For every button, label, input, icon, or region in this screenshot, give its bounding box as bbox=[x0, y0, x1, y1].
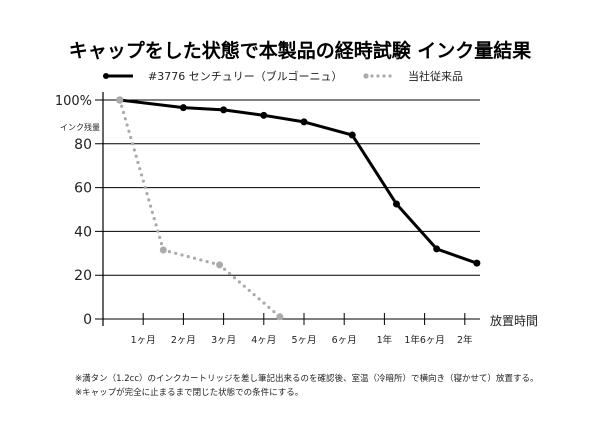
x-tick-label: 5ヶ月 bbox=[291, 335, 316, 346]
note-1: ※満タン（1.2cc）のインクカートリッジを差し筆記出来るのを確認後、室温（冷暗… bbox=[75, 374, 539, 384]
y-tick-label: 80 bbox=[74, 137, 92, 153]
legend-marker-conventional bbox=[376, 74, 380, 78]
data-point-conventional bbox=[216, 261, 224, 269]
x-tick-label: 3ヶ月 bbox=[211, 335, 236, 346]
x-tick-label: 1年 bbox=[377, 334, 393, 346]
data-point-century bbox=[260, 111, 268, 119]
data-point-century bbox=[220, 106, 228, 114]
data-point-century bbox=[179, 104, 187, 112]
data-point-conventional bbox=[276, 313, 284, 321]
note-2: ※キャップが完全に止まるまで閉じた状態での条件にする。 bbox=[75, 388, 304, 398]
legend-marker-century bbox=[103, 73, 109, 79]
data-point-century bbox=[433, 245, 441, 253]
legend-label-century: #3776 センチュリー（ブルゴーニュ） bbox=[148, 70, 343, 83]
y-tick-label: 0 bbox=[83, 312, 92, 328]
series-line-century bbox=[119, 98, 478, 265]
data-point-century bbox=[348, 131, 356, 139]
legend-marker-conventional bbox=[363, 73, 369, 79]
data-point-century bbox=[392, 200, 400, 208]
legend-marker-conventional bbox=[388, 74, 392, 78]
x-tick-label: 2ヶ月 bbox=[171, 335, 196, 346]
data-point-century bbox=[300, 118, 308, 126]
data-point-conventional bbox=[116, 96, 124, 104]
legend-marker-conventional bbox=[382, 74, 386, 78]
x-tick-label: 2年 bbox=[457, 334, 473, 346]
y-tick-label: 100% bbox=[55, 94, 92, 109]
chart-title: キャップをした状態で本製品の経時試験 インク量結果 bbox=[68, 40, 532, 62]
legend-marker-conventional bbox=[370, 74, 374, 78]
series-line-conventional bbox=[118, 98, 282, 319]
y-tick-label: 40 bbox=[74, 224, 92, 240]
y-tick-label: 20 bbox=[74, 268, 92, 284]
x-axis-label: 放置時間 bbox=[490, 314, 539, 328]
x-tick-label: 1年6ヶ月 bbox=[404, 334, 445, 346]
data-point-century bbox=[473, 259, 481, 267]
x-tick-label: 6ヶ月 bbox=[332, 335, 357, 346]
y-tick-label: 60 bbox=[74, 181, 92, 197]
legend-label-conventional: 当社従来品 bbox=[408, 70, 463, 83]
y-axis-label: インク残量 bbox=[60, 123, 100, 132]
x-tick-label: 1ヶ月 bbox=[131, 335, 156, 346]
x-tick-label: 4ヶ月 bbox=[251, 335, 276, 346]
data-point-conventional bbox=[159, 246, 167, 254]
